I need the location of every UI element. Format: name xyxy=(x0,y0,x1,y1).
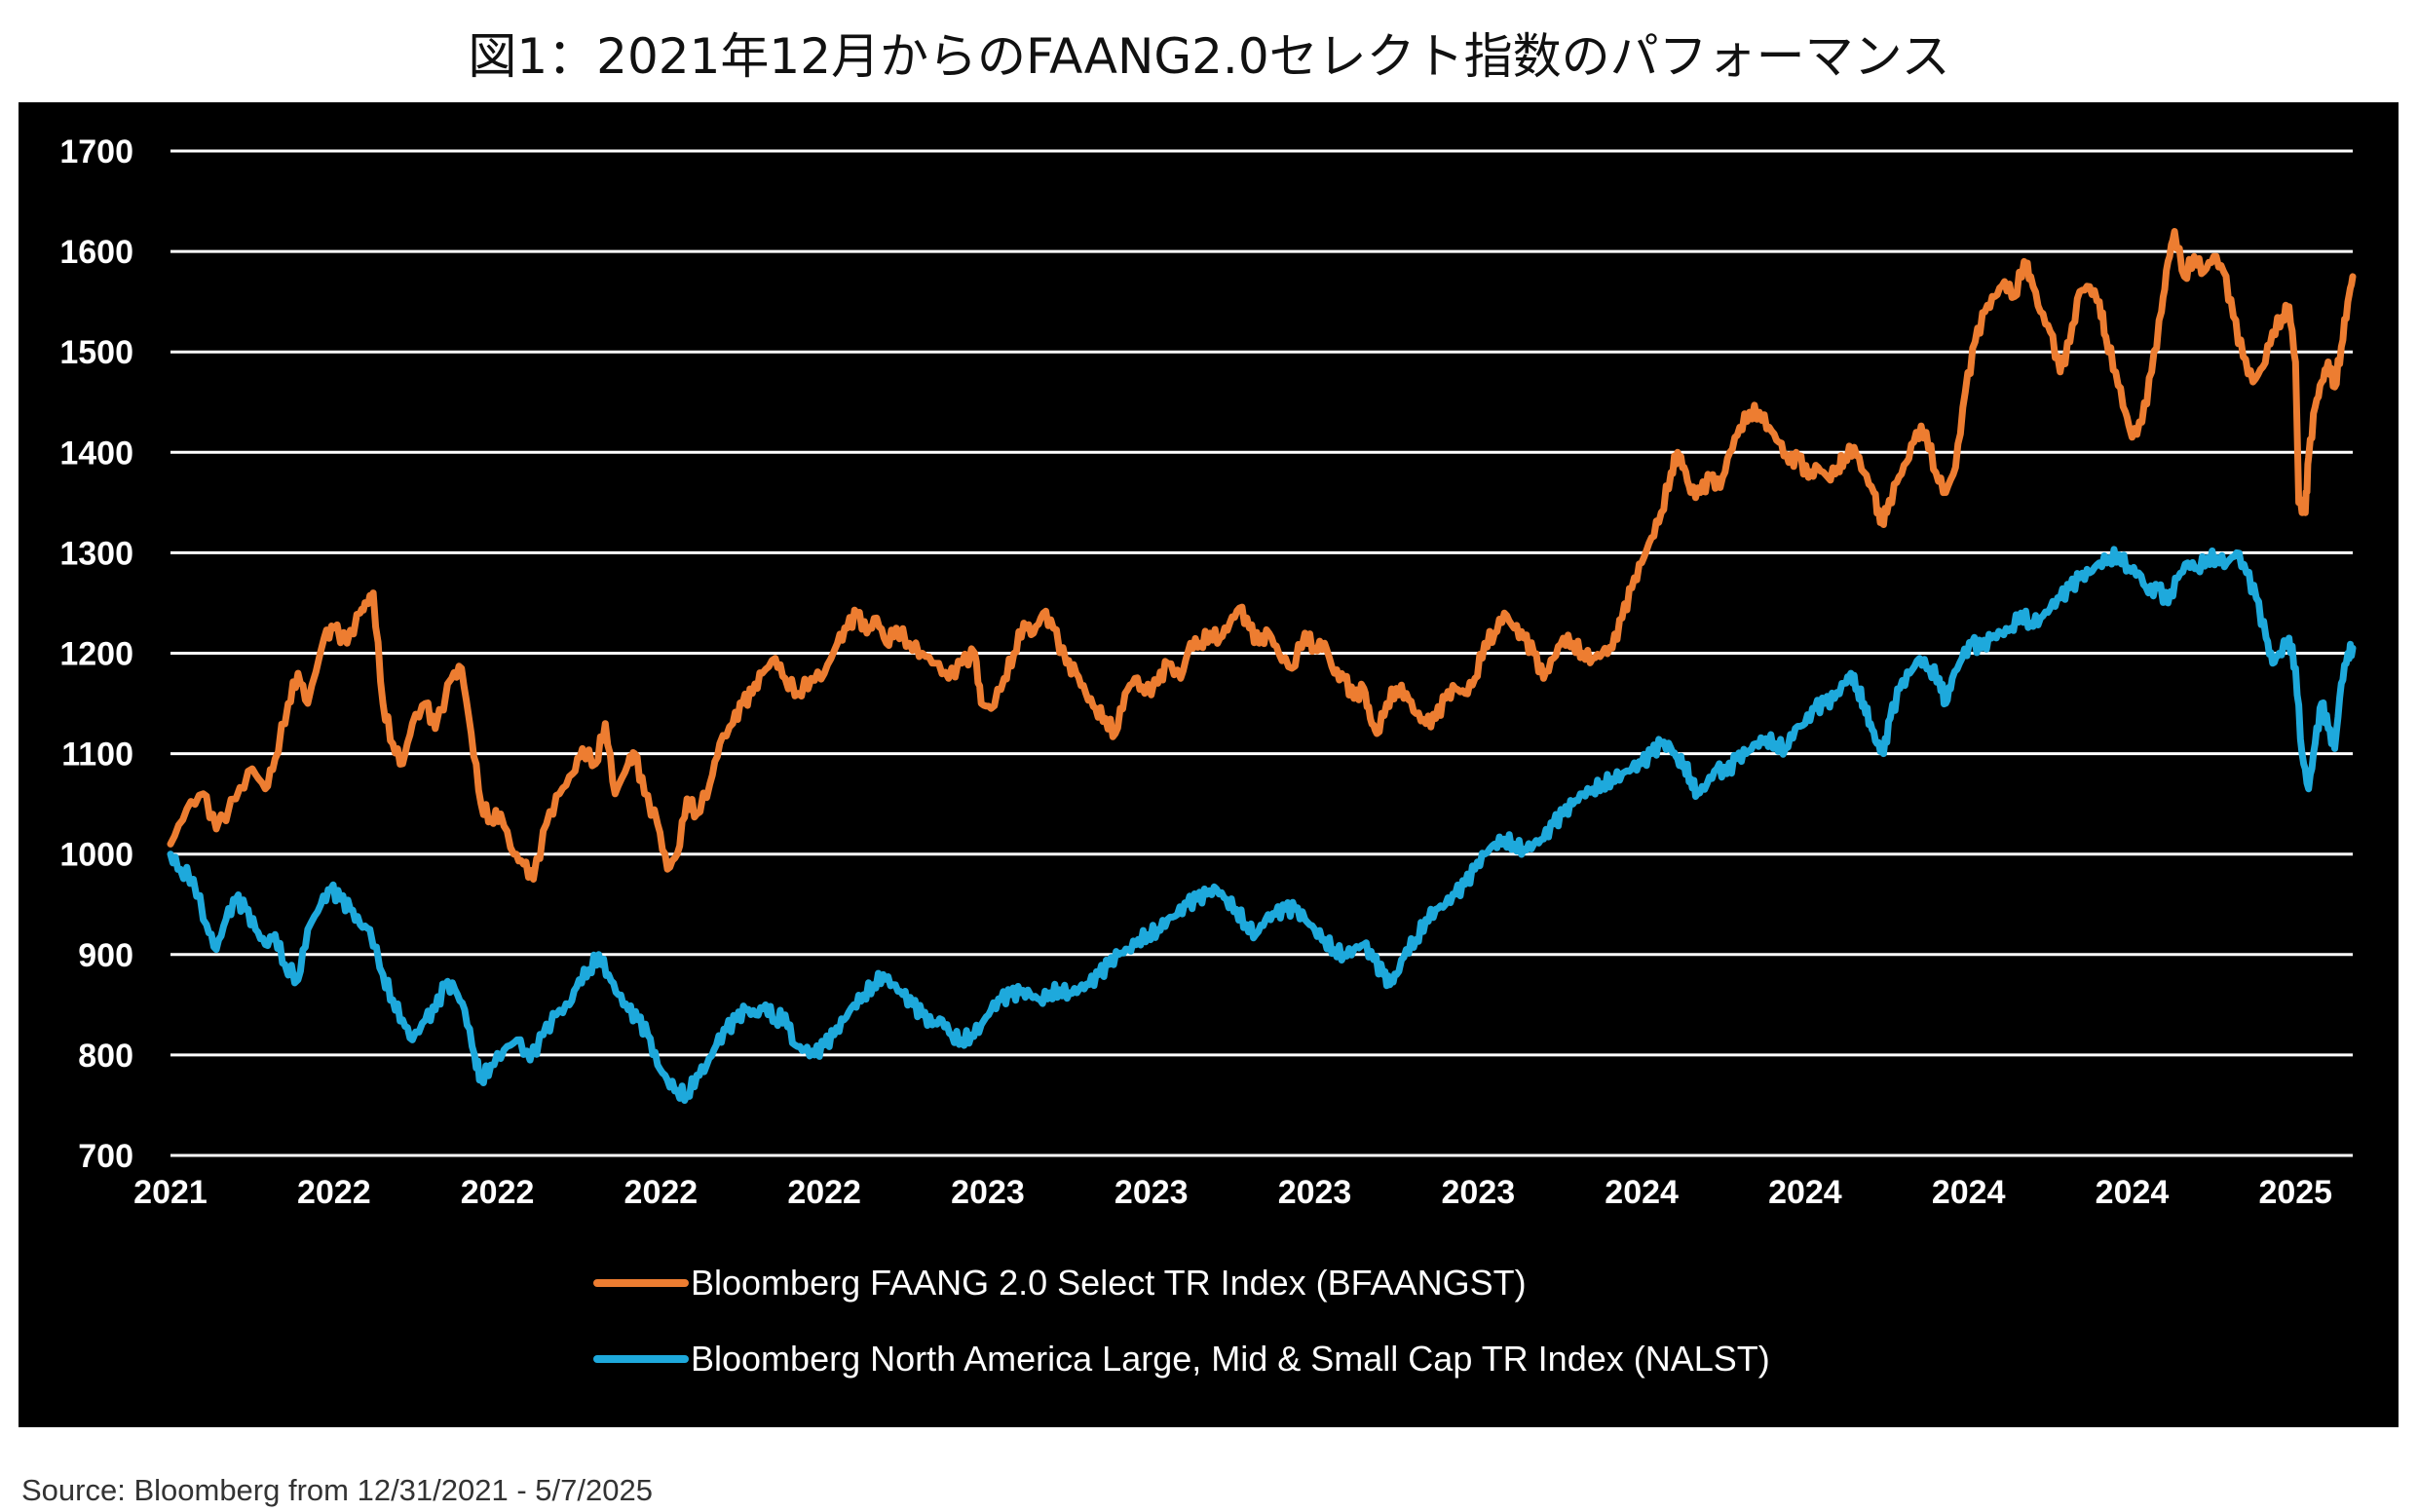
y-axis-ticks: 700 800 900 1000 1100 1200 1300 1400 1500 1600 170… xyxy=(59,133,133,1175)
y-tick-label: 1400 xyxy=(59,435,133,472)
x-tick-label: 2023 xyxy=(1442,1174,1516,1211)
legend-label: Bloomberg North America Large, Mid & Sma… xyxy=(691,1339,1770,1379)
gridlines xyxy=(170,149,2353,1157)
y-tick-label: 800 xyxy=(78,1038,133,1075)
legend-label: Bloomberg FAANG 2.0 Select TR Index (BFA… xyxy=(691,1263,1527,1303)
x-axis-ticks: 2021 2022 2022 2022 2022 2023 2023 2023 2023 2024… xyxy=(133,1174,2332,1211)
y-tick-label: 700 xyxy=(78,1138,133,1175)
x-tick-label: 2023 xyxy=(1278,1174,1352,1211)
y-tick-label: 1300 xyxy=(59,535,133,572)
y-tick-label: 1600 xyxy=(59,234,133,271)
line-chart: 700 800 900 1000 1100 1200 1300 1400 1500 1600 170… xyxy=(59,133,2357,1379)
chart-title: 図1：2021年12月からのFAANG2.0セレクト指数のパフォーマンス xyxy=(468,28,1950,85)
x-tick-label: 2025 xyxy=(2258,1174,2332,1211)
y-tick-label: 1500 xyxy=(59,334,133,371)
y-tick-label: 1100 xyxy=(61,737,133,774)
x-tick-label: 2024 xyxy=(2096,1174,2170,1211)
source-note: Source: Bloomberg from 12/31/2021 - 5/7/… xyxy=(21,1473,653,1507)
y-tick-label: 1200 xyxy=(59,636,133,673)
series-line-faang xyxy=(167,228,2357,883)
legend: Bloomberg FAANG 2.0 Select TR Index (BFA… xyxy=(593,1263,1770,1379)
x-tick-label: 2024 xyxy=(1605,1174,1679,1211)
y-tick-label: 1000 xyxy=(59,837,133,874)
x-tick-label: 2022 xyxy=(297,1174,371,1211)
x-tick-label: 2024 xyxy=(1932,1174,2006,1211)
x-tick-label: 2023 xyxy=(1115,1174,1189,1211)
y-tick-label: 1700 xyxy=(59,133,133,170)
x-tick-label: 2022 xyxy=(787,1174,861,1211)
x-tick-label: 2022 xyxy=(624,1174,699,1211)
x-tick-label: 2023 xyxy=(951,1174,1025,1211)
x-tick-label: 2022 xyxy=(461,1174,535,1211)
y-tick-label: 900 xyxy=(78,937,133,974)
x-tick-label: 2021 xyxy=(133,1174,208,1211)
series-line-nalst xyxy=(167,546,2357,1104)
series-lines xyxy=(167,228,2357,1104)
x-tick-label: 2024 xyxy=(1768,1174,1842,1211)
chart-area: 700 800 900 1000 1100 1200 1300 1400 1500 1600 170… xyxy=(19,102,2399,1427)
